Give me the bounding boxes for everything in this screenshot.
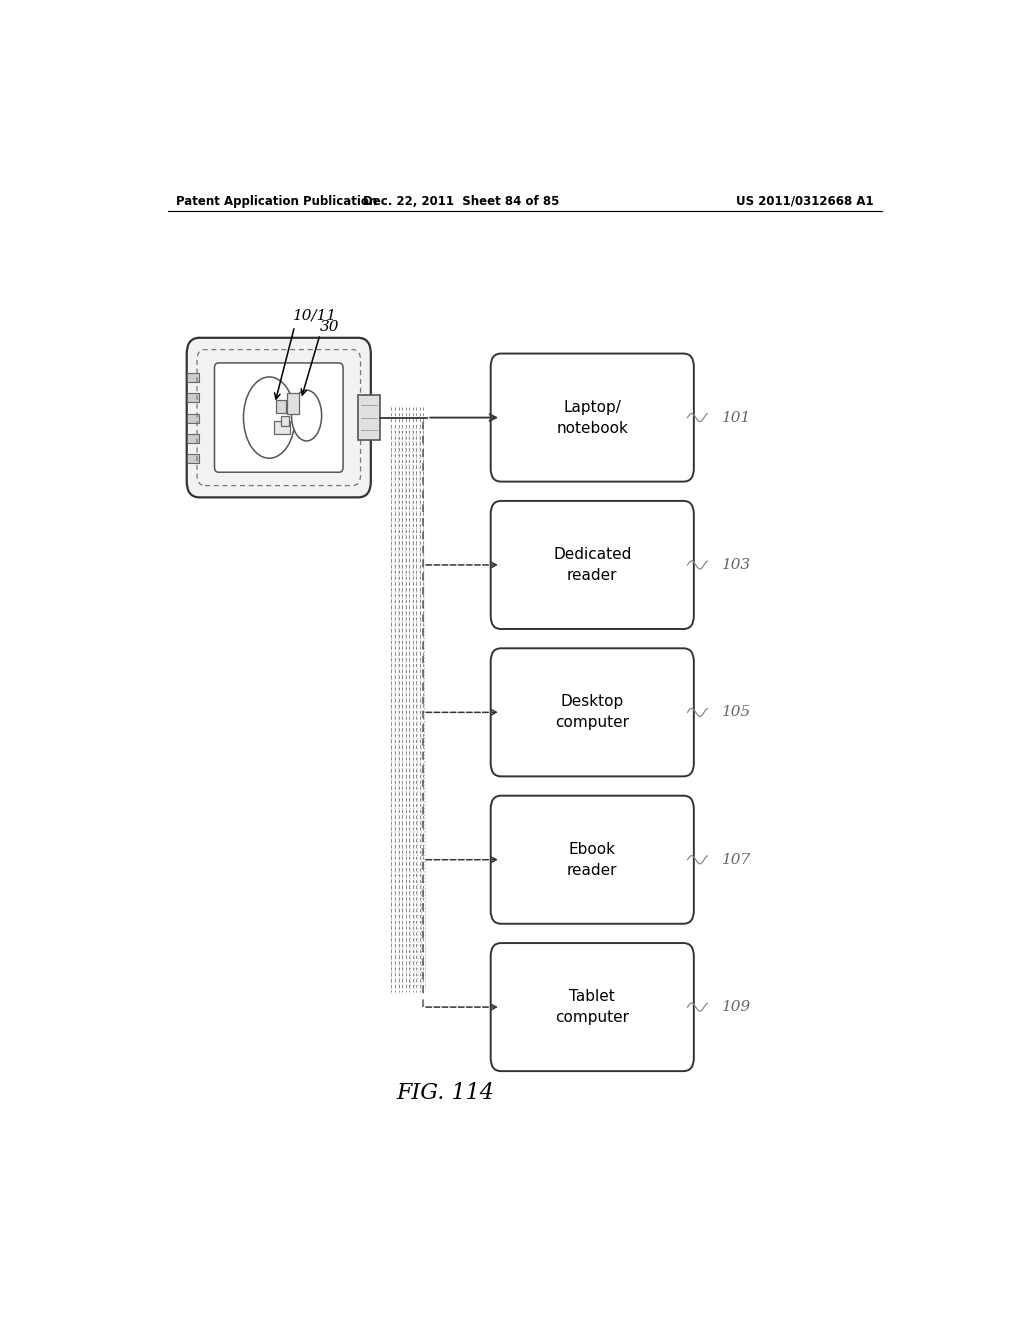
- Bar: [186, 454, 200, 463]
- Text: Laptop/
notebook: Laptop/ notebook: [556, 400, 628, 436]
- Bar: [186, 413, 200, 422]
- Text: 105: 105: [722, 705, 751, 719]
- Text: Desktop
computer: Desktop computer: [555, 694, 630, 730]
- Bar: [282, 416, 289, 426]
- Bar: [186, 393, 200, 403]
- Text: 30: 30: [321, 321, 340, 334]
- FancyBboxPatch shape: [186, 338, 371, 498]
- Text: 103: 103: [722, 558, 751, 572]
- Text: FIG. 114: FIG. 114: [396, 1081, 495, 1104]
- Text: 107: 107: [722, 853, 751, 867]
- Bar: [186, 434, 200, 444]
- FancyBboxPatch shape: [490, 648, 694, 776]
- Bar: [358, 395, 380, 440]
- FancyBboxPatch shape: [490, 796, 694, 924]
- Text: Patent Application Publication: Patent Application Publication: [176, 194, 377, 207]
- Ellipse shape: [292, 391, 322, 441]
- FancyBboxPatch shape: [490, 354, 694, 482]
- Ellipse shape: [244, 378, 295, 458]
- FancyBboxPatch shape: [214, 363, 343, 473]
- Text: 109: 109: [722, 1001, 751, 1014]
- Text: Tablet
computer: Tablet computer: [555, 989, 630, 1026]
- Text: Dec. 22, 2011  Sheet 84 of 85: Dec. 22, 2011 Sheet 84 of 85: [364, 194, 559, 207]
- Bar: [186, 372, 200, 381]
- Bar: [276, 400, 286, 412]
- Text: 101: 101: [722, 411, 751, 425]
- Text: US 2011/0312668 A1: US 2011/0312668 A1: [736, 194, 873, 207]
- FancyBboxPatch shape: [490, 500, 694, 630]
- Text: Ebook
reader: Ebook reader: [567, 842, 617, 878]
- Text: Dedicated
reader: Dedicated reader: [553, 546, 632, 583]
- Bar: [287, 393, 299, 413]
- Bar: [274, 421, 290, 434]
- FancyBboxPatch shape: [490, 942, 694, 1071]
- Text: 10/11: 10/11: [293, 308, 337, 322]
